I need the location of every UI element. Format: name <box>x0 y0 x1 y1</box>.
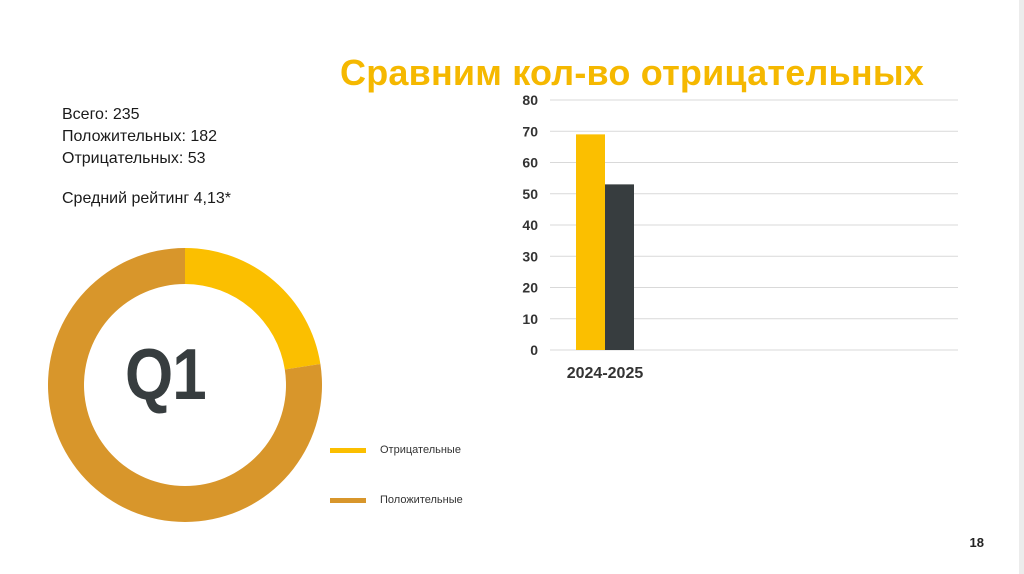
bar-series-1 <box>576 134 605 350</box>
y-tick-label: 20 <box>522 280 538 296</box>
stat-total: Всего: 235 <box>62 106 140 123</box>
donut-svg <box>48 248 323 522</box>
stat-negative: Отрицательных: 53 <box>62 150 206 167</box>
y-tick-label: 70 <box>522 123 538 139</box>
y-tick-label: 50 <box>522 186 538 202</box>
stats-block: Всего: 235 Положительных: 182 Отрицатель… <box>62 104 231 210</box>
legend-label-positive: Положительные <box>380 494 463 506</box>
y-tick-label: 60 <box>522 155 538 171</box>
donut-chart <box>40 240 330 530</box>
stat-positive: Положительных: 182 <box>62 128 218 145</box>
y-tick-label: 40 <box>522 217 538 233</box>
page-number: 18 <box>969 535 984 550</box>
x-category-label: 2024-2025 <box>567 365 644 382</box>
legend-swatch-negative <box>330 448 366 453</box>
y-tick-label: 80 <box>522 92 538 108</box>
stat-rating: Средний рейтинг 4,13* <box>62 190 231 207</box>
y-tick-label: 30 <box>522 248 538 264</box>
y-tick-label: 0 <box>530 342 538 358</box>
quarter-label: Q1 <box>125 335 207 415</box>
donut-slice-negative <box>185 248 321 370</box>
legend-swatch-positive <box>330 498 366 503</box>
slide-edge <box>1019 0 1024 574</box>
bar-series-2 <box>605 184 634 350</box>
y-tick-label: 10 <box>522 311 538 327</box>
page-title: Сравним кол-во отрицательных <box>340 52 924 93</box>
legend-label-negative: Отрицательные <box>380 444 461 456</box>
bar-chart: 0 10 20 30 40 50 60 70 80 2024-2025 <box>522 92 958 382</box>
